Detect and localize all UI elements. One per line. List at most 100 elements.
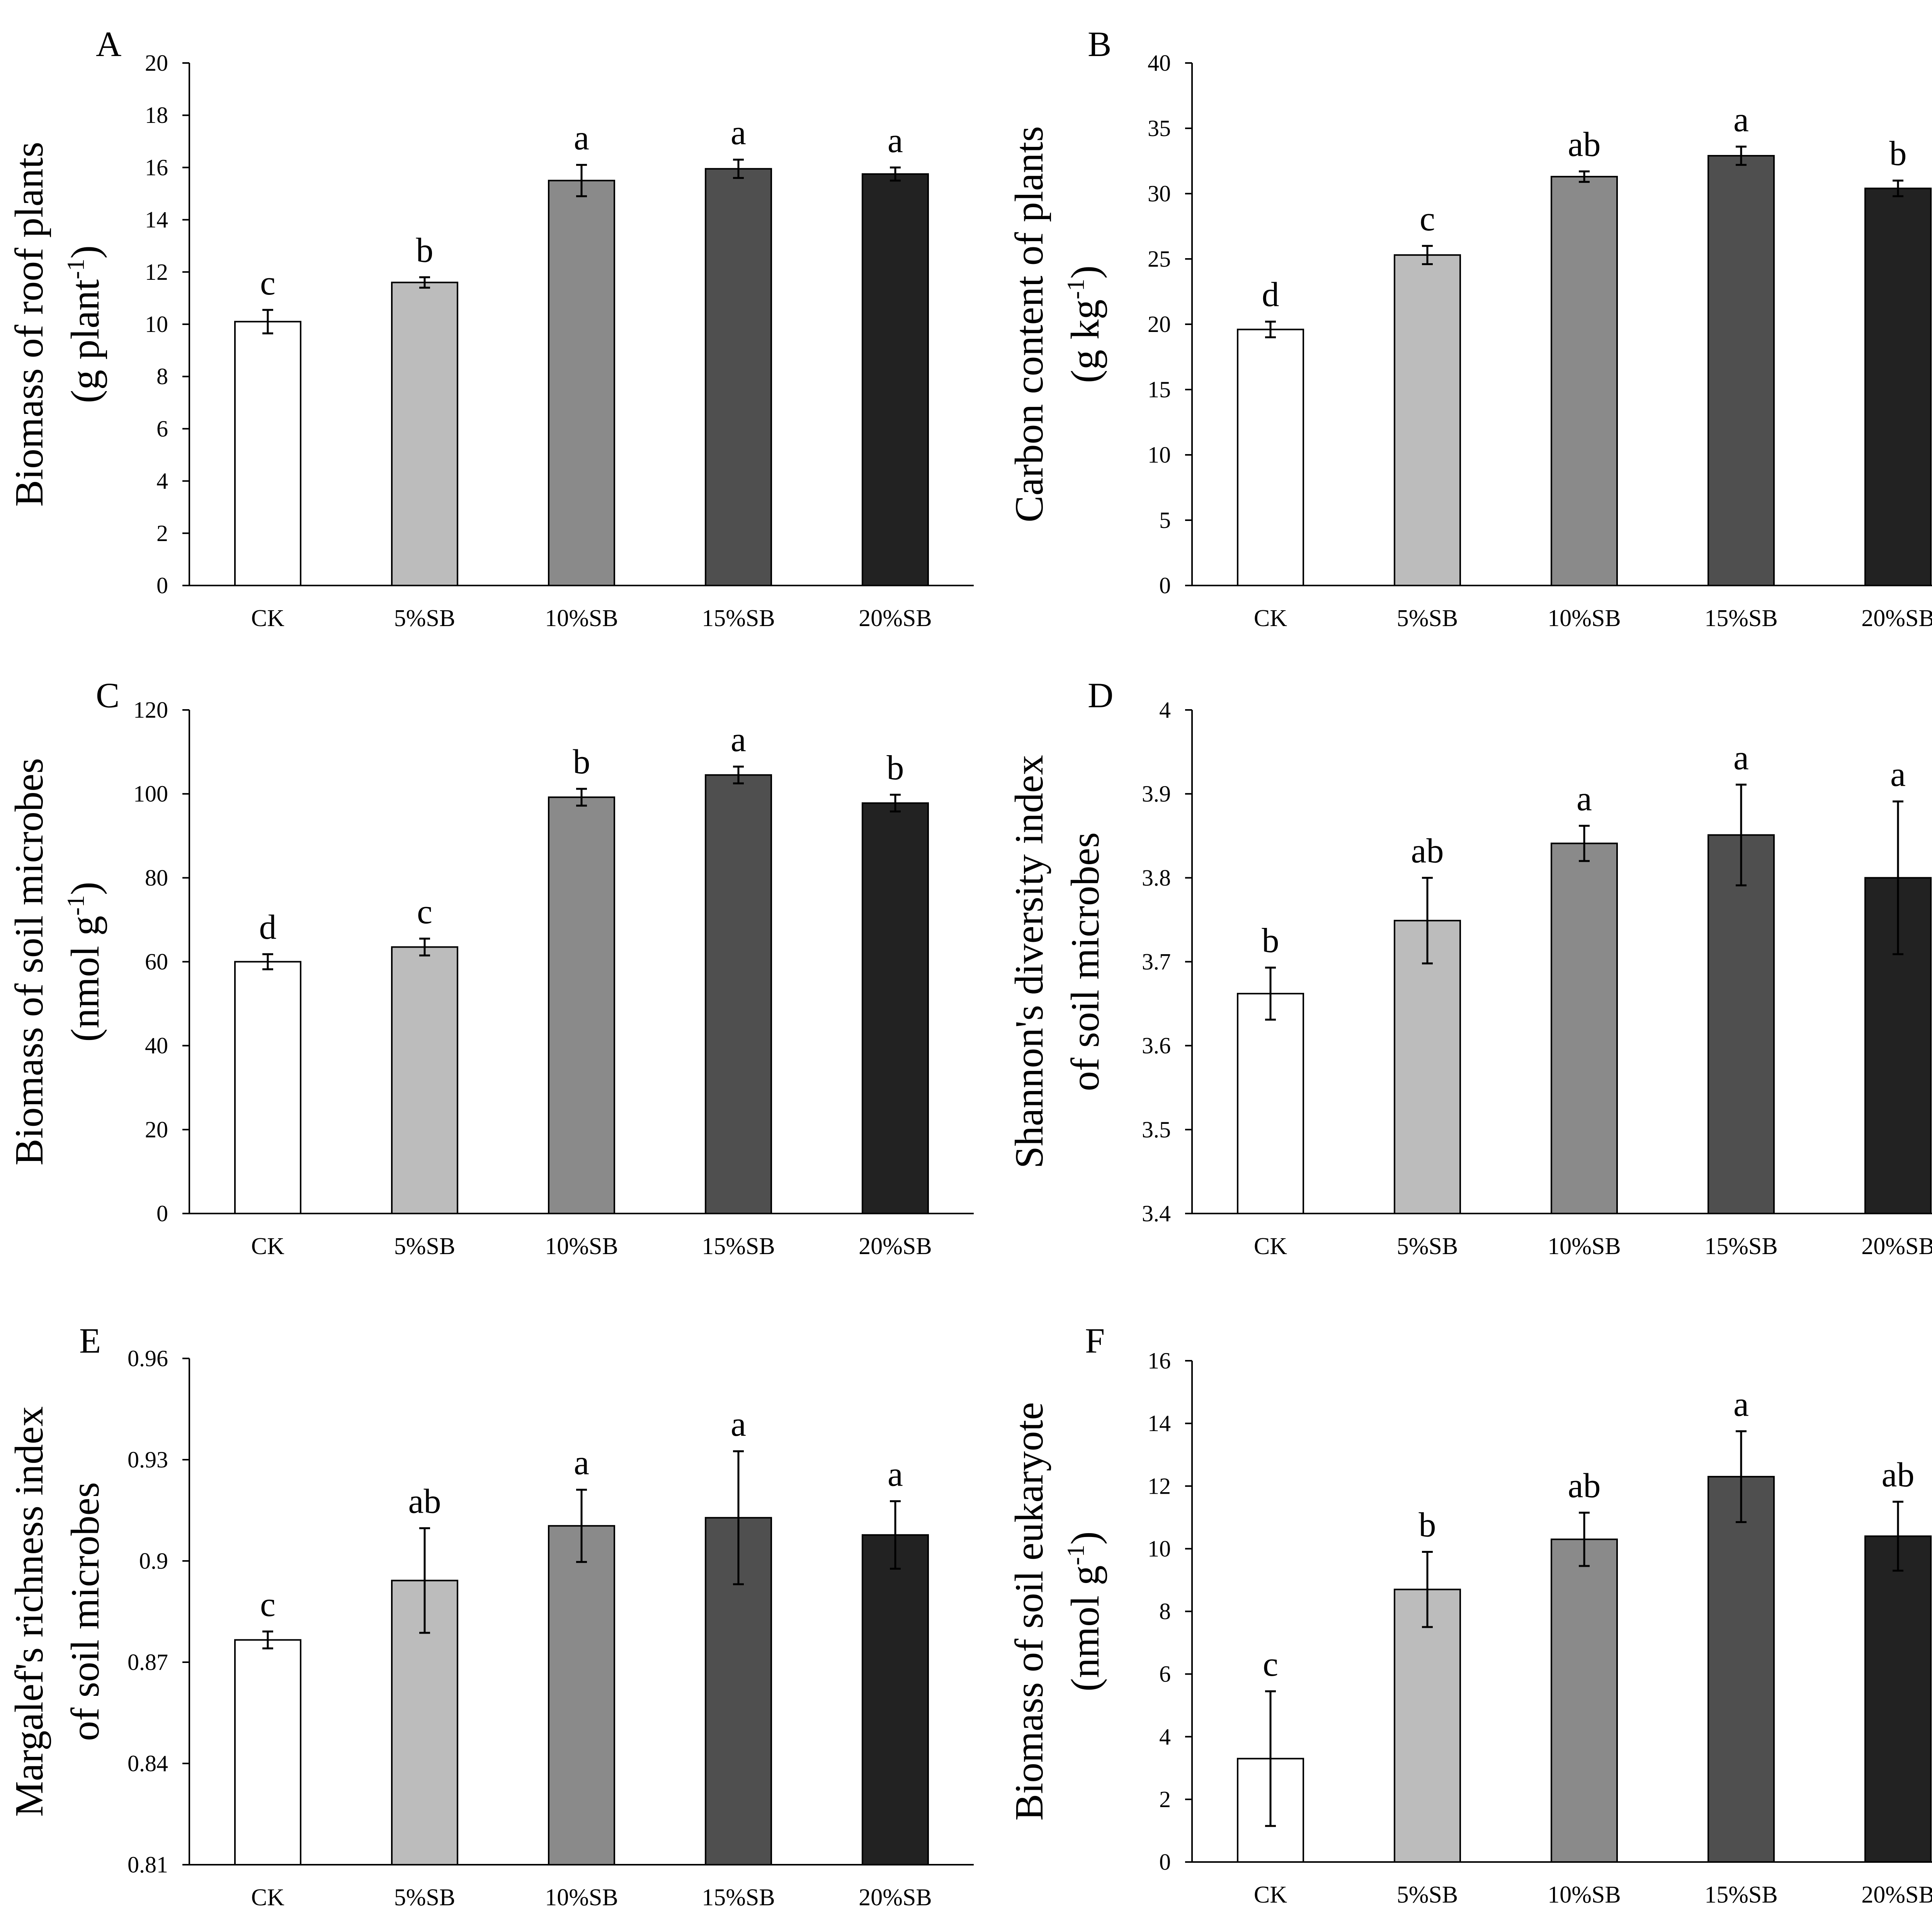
y-tick-label: 35	[1148, 116, 1171, 141]
y-axis-title-line1: Biomass of soil microbes	[7, 758, 51, 1165]
y-tick-label: 0.93	[128, 1447, 168, 1472]
significance-label: b	[573, 743, 590, 781]
significance-label: c	[417, 893, 432, 931]
x-tick-label: CK	[251, 605, 284, 631]
bar-5%SB	[391, 946, 458, 1214]
y-axis-title-unit-close: )	[1063, 1531, 1107, 1545]
y-axis-title-line2: of soil microbes	[1063, 832, 1107, 1091]
x-tick-label: 20%SB	[859, 1233, 932, 1260]
bar-CK	[234, 1639, 301, 1865]
y-tick-label: 2	[1159, 1787, 1171, 1812]
x-tick-label: 15%SB	[1704, 605, 1777, 631]
y-axis-title-superscript: -1	[62, 259, 89, 279]
x-tick-label: 20%SB	[1861, 605, 1932, 631]
y-tick-label: 10	[1148, 442, 1171, 468]
x-tick-label: 5%SB	[1397, 1233, 1458, 1260]
x-tick-label: 5%SB	[394, 1233, 455, 1260]
bar-20%SB	[1864, 1535, 1932, 1863]
x-tick-label: 15%SB	[702, 1884, 775, 1911]
y-tick-label: 0.96	[128, 1346, 168, 1371]
y-tick-label: 6	[156, 416, 168, 441]
x-tick-label: 10%SB	[1548, 1233, 1621, 1260]
y-axis-title-superscript: -1	[62, 895, 89, 916]
y-tick-label: 25	[1148, 246, 1171, 272]
x-tick-label: 20%SB	[1861, 1233, 1932, 1260]
y-tick-label: 20	[145, 50, 168, 76]
x-tick-label: 15%SB	[1704, 1882, 1777, 1908]
panel-A: 0 2 4 6 8 10 12 14 16 18 20 c CK b 5%SB a 10%SB a 15%SB a 20…	[7, 24, 974, 631]
bar-20%SB	[862, 1534, 929, 1866]
y-axis-title-line2: of soil microbes	[63, 1482, 107, 1741]
x-tick-label: 15%SB	[702, 605, 775, 631]
y-axis-title-line1: Carbon content of plants	[1007, 126, 1051, 522]
y-tick-label: 16	[1148, 1348, 1171, 1374]
x-tick-label: 5%SB	[1397, 1882, 1458, 1908]
bar-15%SB	[705, 168, 772, 586]
bar-15%SB	[1708, 155, 1775, 587]
y-tick-label: 3.8	[1142, 865, 1171, 890]
bar-CK	[1237, 328, 1304, 586]
significance-label: a	[731, 721, 746, 759]
panel-D: 3.4 3.5 3.6 3.7 3.8 3.9 4 b CK ab 5%SB a 10%SB a 15%SB…	[1007, 676, 1932, 1260]
significance-label: d	[1262, 276, 1279, 314]
panel-letter: C	[96, 676, 119, 715]
x-tick-label: 20%SB	[859, 605, 932, 631]
y-axis-title-superscript: -1	[1062, 1545, 1089, 1565]
bar-10%SB	[1551, 843, 1618, 1214]
y-axis-title-unit: (g kg	[1063, 300, 1107, 383]
y-tick-label: 3.6	[1142, 1033, 1171, 1059]
y-axis-title-unit: (nmol g	[63, 916, 107, 1042]
y-tick-label: 40	[1148, 50, 1171, 76]
y-tick-label: 80	[145, 865, 168, 890]
significance-label: c	[260, 1586, 276, 1624]
y-tick-label: 0.9	[139, 1548, 168, 1574]
x-tick-label: 10%SB	[545, 605, 618, 631]
y-tick-label: 0	[156, 1201, 168, 1226]
significance-label: a	[1733, 100, 1749, 139]
y-axis-title-line1: Biomass of soil eukaryote	[1007, 1402, 1051, 1821]
y-tick-label: 20	[1148, 311, 1171, 337]
bar-15%SB	[1708, 1476, 1775, 1863]
y-axis-title-line1: Biomass of roof plants	[7, 142, 51, 507]
x-tick-label: 5%SB	[394, 1884, 455, 1911]
panel-letter: B	[1088, 24, 1111, 64]
x-tick-label: 15%SB	[702, 1233, 775, 1260]
x-tick-label: 20%SB	[1861, 1882, 1932, 1908]
y-axis-title-superscript: -1	[1062, 279, 1089, 299]
significance-label: a	[574, 119, 589, 157]
significance-label: ab	[1568, 1467, 1601, 1505]
x-tick-label: CK	[1254, 1233, 1287, 1260]
y-tick-label: 100	[133, 781, 168, 807]
panel-B: 0 5 10 15 20 25 30 35 40 d CK c 5%SB ab 10%SB a 15%SB b 20…	[1007, 24, 1932, 631]
panel-F: 0 2 4 6 8 10 12 14 16 c CK b 5%SB ab 10%SB a 15%SB ab 20%S…	[1007, 1321, 1932, 1908]
bar-5%SB	[1394, 920, 1461, 1215]
y-axis-title-line2: (g plant-1)	[62, 245, 107, 403]
bar-CK	[234, 321, 301, 586]
y-axis-title-unit-close: )	[63, 245, 107, 259]
y-tick-label: 0.84	[128, 1751, 168, 1776]
significance-label: a	[888, 121, 903, 160]
y-tick-label: 0.81	[128, 1852, 168, 1877]
x-tick-label: 10%SB	[1548, 1882, 1621, 1908]
y-tick-label: 0.87	[128, 1649, 168, 1675]
significance-label: b	[887, 749, 904, 787]
y-tick-label: 8	[1159, 1599, 1171, 1624]
significance-label: a	[731, 114, 746, 152]
significance-label: a	[888, 1455, 903, 1493]
y-tick-label: 0	[1159, 1849, 1171, 1875]
bar-5%SB	[1394, 254, 1461, 586]
bar-10%SB	[1551, 176, 1618, 586]
x-tick-label: 10%SB	[545, 1233, 618, 1260]
y-tick-label: 15	[1148, 377, 1171, 402]
x-tick-label: CK	[1254, 1882, 1287, 1908]
significance-label: a	[1577, 780, 1592, 818]
y-axis-title-unit: of soil microbes	[63, 1482, 107, 1741]
y-tick-label: 6	[1159, 1661, 1171, 1687]
y-tick-label: 3.5	[1142, 1117, 1171, 1142]
y-tick-label: 60	[145, 949, 168, 975]
bar-20%SB	[1864, 187, 1932, 587]
significance-label: ab	[1568, 126, 1601, 164]
y-axis-title-unit: of soil microbes	[1063, 832, 1107, 1091]
y-tick-label: 3.4	[1142, 1201, 1171, 1226]
y-tick-label: 18	[145, 102, 168, 128]
